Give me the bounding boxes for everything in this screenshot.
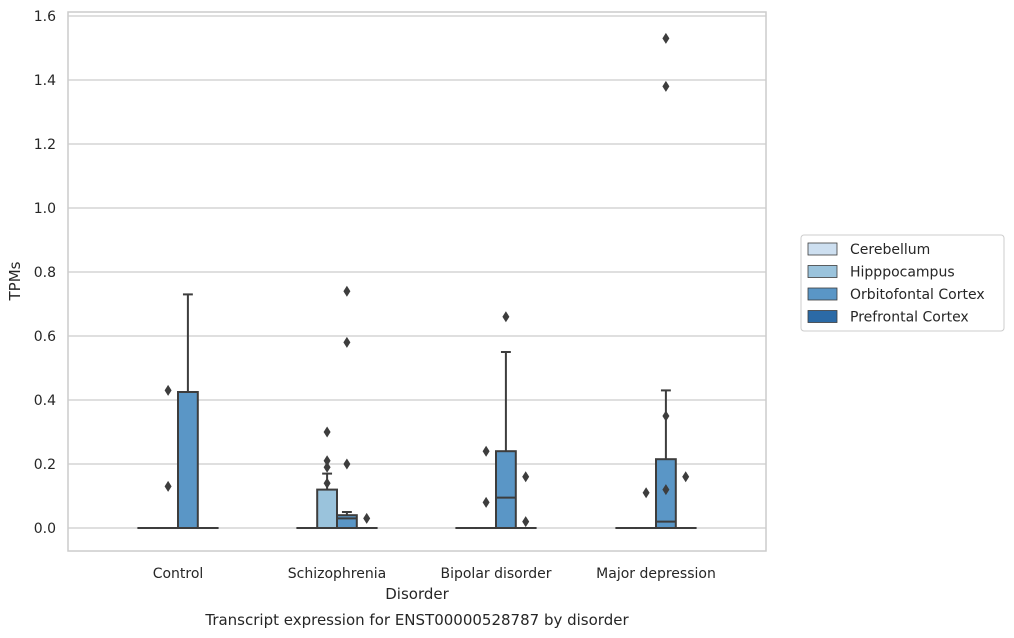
- y-tick-label: 0.2: [34, 457, 56, 473]
- outlier-point: [682, 471, 690, 483]
- legend-label: Orbitofontal Cortex: [850, 287, 985, 303]
- outlier-point: [522, 516, 530, 528]
- box-series: [137, 293, 697, 530]
- y-tick-label: 1.6: [34, 9, 56, 25]
- legend-swatch: [807, 287, 838, 301]
- legend: Cerebellum Hipppocampus Orbitofontal Corte…: [800, 234, 1005, 332]
- x-axis-ticks: Control Schizophrenia Bipolar disorder Majo…: [153, 566, 716, 582]
- outlier-point: [363, 512, 371, 524]
- plot-area-frame: [67, 11, 767, 552]
- x-tick-label: Bipolar disorder: [440, 566, 551, 582]
- legend-swatch: [807, 242, 838, 256]
- y-tick-label: 1.0: [34, 201, 56, 217]
- x-tick-label: Schizophrenia: [288, 566, 386, 582]
- box: [495, 450, 517, 530]
- outlier-point: [522, 471, 530, 483]
- x-tick-label: Major depression: [596, 566, 716, 582]
- legend-items: Cerebellum Hipppocampus Orbitofontal Corte…: [807, 242, 985, 326]
- outlier-point: [343, 458, 351, 470]
- legend-label: Hipppocampus: [850, 265, 955, 281]
- legend-label: Prefrontal Cortex: [850, 310, 969, 326]
- outlier-point: [323, 426, 331, 438]
- outlier-point: [323, 455, 331, 467]
- legend-label: Cerebellum: [850, 242, 930, 258]
- y-tick-label: 1.4: [34, 73, 56, 89]
- x-tick-label: Control: [153, 566, 204, 582]
- y-tick-label: 0.4: [34, 393, 56, 409]
- outlier-points: [164, 32, 690, 528]
- box: [177, 391, 199, 529]
- outlier-point: [323, 477, 331, 489]
- y-axis-ticks: 0.0 0.2 0.4 0.6 0.8 1.0 1.2 1.4 1.6: [34, 9, 56, 537]
- outlier-point: [323, 461, 331, 473]
- outlier-point: [662, 80, 670, 92]
- y-tick-label: 0.8: [34, 265, 56, 281]
- x-axis-label: Disorder: [385, 585, 449, 603]
- outlier-point: [343, 285, 351, 297]
- legend-swatch: [807, 310, 838, 323]
- outlier-point: [502, 311, 510, 323]
- outlier-point: [164, 480, 172, 492]
- y-tick-label: 0.0: [34, 521, 56, 537]
- y-tick-label: 1.2: [34, 137, 56, 153]
- outlier-point: [482, 445, 490, 457]
- outlier-point: [662, 484, 670, 496]
- y-axis-label: TPMs: [6, 261, 24, 301]
- chart-title: Transcript expression for ENST0000052878…: [204, 611, 629, 629]
- outlier-point: [164, 384, 172, 396]
- gridlines: [68, 15, 766, 529]
- outlier-point: [482, 496, 490, 508]
- y-tick-label: 0.6: [34, 329, 56, 345]
- box: [316, 488, 339, 530]
- legend-swatch: [807, 265, 838, 278]
- legend-frame: [800, 234, 1005, 332]
- outlier-point: [343, 336, 351, 348]
- outlier-point: [642, 487, 650, 499]
- outlier-point: [662, 32, 670, 44]
- outlier-point: [662, 410, 670, 422]
- box: [336, 514, 358, 530]
